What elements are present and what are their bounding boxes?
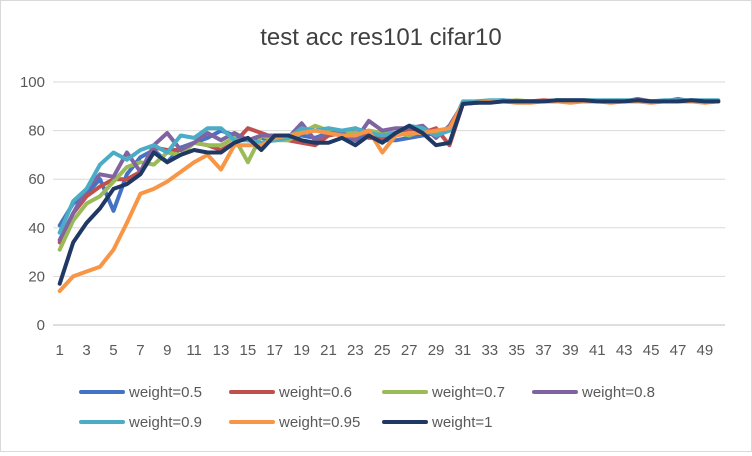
legend-item: weight=1	[382, 414, 492, 431]
series-line-2	[57, 98, 721, 245]
chart-title: test acc res101 cifar10	[260, 24, 501, 51]
x-tick-label: 35	[508, 342, 525, 359]
legend-item: weight=0.6	[229, 384, 352, 401]
x-tick-label: 37	[535, 342, 552, 359]
legend-label: weight=1	[431, 414, 492, 431]
x-tick-label: 49	[696, 342, 713, 359]
series-line-7	[57, 98, 721, 286]
x-tick-label: 41	[589, 342, 606, 359]
x-tick-label: 5	[109, 342, 117, 359]
y-tick-label: 0	[37, 317, 45, 334]
x-tick-label: 21	[320, 342, 337, 359]
y-tick-label: 40	[28, 220, 45, 237]
x-tick-label: 25	[374, 342, 391, 359]
x-tick-label: 13	[213, 342, 230, 359]
legend-item: weight=0.5	[79, 384, 202, 401]
x-tick-label: 27	[401, 342, 418, 359]
legend-item: weight=0.8	[532, 384, 655, 401]
gridlines	[53, 81, 725, 326]
x-tick-label: 31	[455, 342, 472, 359]
x-tick-label: 45	[643, 342, 660, 359]
series-lines	[57, 97, 721, 293]
series-line-5	[57, 98, 721, 235]
x-tick-label: 19	[293, 342, 310, 359]
legend-item: weight=0.7	[382, 384, 505, 401]
x-tick-label: 11	[186, 342, 202, 359]
legend-item: weight=0.95	[229, 414, 360, 431]
x-tick-label: 47	[670, 342, 687, 359]
legend-label: weight=0.8	[581, 384, 655, 401]
legend-item: weight=0.9	[79, 414, 202, 431]
legend: weight=0.5 weight=0.6 weight=0.7 weight=0.8…	[79, 384, 655, 431]
x-tick-label: 17	[266, 342, 283, 359]
x-tick-label: 15	[240, 342, 257, 359]
x-tick-label: 1	[56, 342, 64, 359]
x-tick-label: 39	[562, 342, 579, 359]
x-tick-label: 23	[347, 342, 364, 359]
x-tick-label: 29	[428, 342, 445, 359]
x-tick-label: 9	[163, 342, 171, 359]
legend-label: weight=0.7	[431, 384, 505, 401]
y-tick-label: 80	[28, 123, 45, 140]
series-line-3	[57, 98, 721, 252]
x-tick-label: 33	[481, 342, 498, 359]
legend-label: weight=0.6	[278, 384, 352, 401]
legend-label: weight=0.95	[278, 414, 360, 431]
y-tick-label: 60	[28, 171, 45, 188]
y-tick-label: 100	[20, 74, 45, 91]
series-line-4	[57, 97, 721, 242]
legend-label: weight=0.9	[128, 414, 202, 431]
legend-label: weight=0.5	[128, 384, 202, 401]
y-tick-label: 20	[28, 268, 45, 285]
x-tick-label: 7	[136, 342, 144, 359]
x-tick-label: 3	[82, 342, 90, 359]
x-tick-label: 43	[616, 342, 633, 359]
